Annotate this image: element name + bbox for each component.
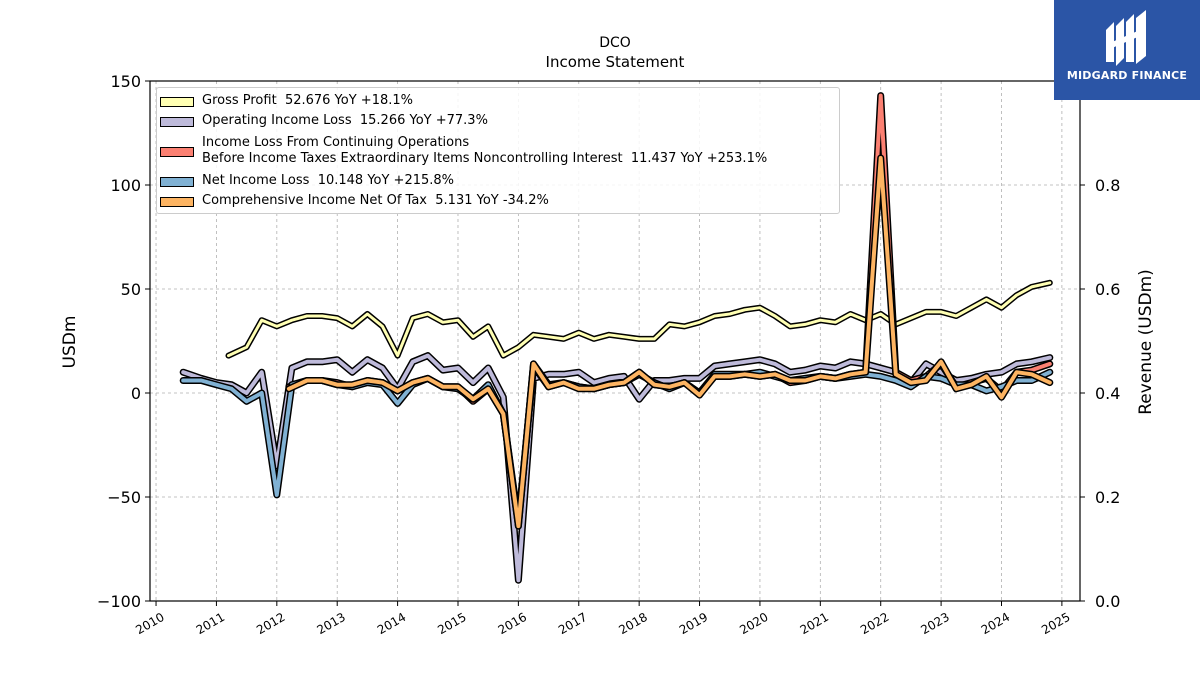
legend-label: Net Income Loss 10.148 YoY +215.8%	[202, 173, 455, 188]
legend-item-operating-income[interactable]: Operating Income Loss 15.266 YoY +77.3%	[160, 113, 488, 129]
y2-axis-label: Revenue (USDm)	[1136, 269, 1156, 415]
legend-label: Operating Income Loss 15.266 YoY +77.3%	[202, 113, 488, 128]
x-tick-label: 2019	[677, 610, 710, 637]
x-tick-label: 2015	[435, 610, 468, 637]
midgard-logo-icon	[1106, 10, 1146, 66]
x-tick-label: 2017	[556, 610, 589, 637]
y-tick-label: 100	[110, 176, 141, 195]
y2-tick-label: 0.6	[1095, 280, 1120, 299]
legend-label: Comprehensive Income Net Of Tax 5.131 Yo…	[202, 193, 549, 208]
legend-swatch-pretax-income	[160, 147, 194, 157]
y-tick-label: 50	[121, 280, 141, 299]
chart-subtitle: Income Statement	[546, 53, 685, 71]
x-tick-label: 2011	[194, 610, 227, 637]
legend-swatch-operating-income	[160, 117, 194, 127]
y-tick-label: −100	[97, 592, 141, 611]
legend-label: Income Loss From Continuing Operations B…	[202, 135, 768, 166]
legend-item-gross-profit[interactable]: Gross Profit 52.676 YoY +18.1%	[160, 93, 413, 109]
y2-tick-label: 0.2	[1095, 488, 1120, 507]
y-tick-label: −50	[107, 488, 141, 507]
y-tick-label: 0	[131, 384, 141, 403]
legend-swatch-gross-profit	[160, 97, 194, 107]
legend-label: Gross Profit 52.676 YoY +18.1%	[202, 93, 413, 108]
y2-tick-label: 0.8	[1095, 176, 1120, 195]
y2-tick-label: 0.4	[1095, 384, 1120, 403]
axis-ticks: 2010 2011 2012 2013 2014 2015 2016 2017 2018 2019…	[97, 72, 1120, 637]
series-0-line	[227, 281, 1052, 358]
x-tick-label: 2012	[254, 610, 287, 637]
x-tick-label: 2023	[918, 610, 951, 637]
chart-title: DCO	[599, 35, 631, 51]
plot-frame	[149, 80, 1081, 602]
legend-item-net-income[interactable]: Net Income Loss 10.148 YoY +215.8%	[160, 173, 454, 189]
x-tick-label: 2021	[798, 610, 831, 637]
y-tick-label: 150	[110, 72, 141, 91]
series-1-line	[181, 353, 1052, 583]
x-tick-label: 2016	[496, 610, 529, 637]
x-tick-label: 2010	[133, 610, 166, 637]
x-tick-label: 2018	[616, 610, 649, 637]
series-3-line	[181, 364, 1052, 524]
brand-logo: MIDGARD FINANCE	[1054, 0, 1200, 100]
x-tick-label: 2024	[979, 610, 1012, 637]
x-tick-label: 2014	[375, 610, 408, 637]
x-tick-label: 2025	[1039, 610, 1072, 637]
series-4-line	[286, 156, 1052, 529]
legend-item-comprehensive-income[interactable]: Comprehensive Income Net Of Tax 5.131 Yo…	[160, 193, 549, 209]
x-tick-label: 2022	[858, 610, 891, 637]
legend-swatch-net-income	[160, 177, 194, 187]
series-layer	[179, 92, 1054, 584]
x-tick-label: 2020	[737, 610, 770, 637]
chart-legend: Gross Profit 52.676 YoY +18.1% Operating…	[156, 87, 840, 214]
legend-swatch-comprehensive-income	[160, 197, 194, 207]
y2-tick-label: 0.0	[1095, 592, 1120, 611]
legend-item-pretax-income[interactable]: Income Loss From Continuing Operations B…	[160, 135, 767, 167]
series-3-outline	[179, 362, 1054, 526]
series-1-outline	[179, 352, 1054, 584]
x-tick-label: 2013	[314, 610, 347, 637]
brand-name: MIDGARD FINANCE	[1066, 69, 1188, 82]
y-axis-label: USDm	[60, 316, 80, 369]
